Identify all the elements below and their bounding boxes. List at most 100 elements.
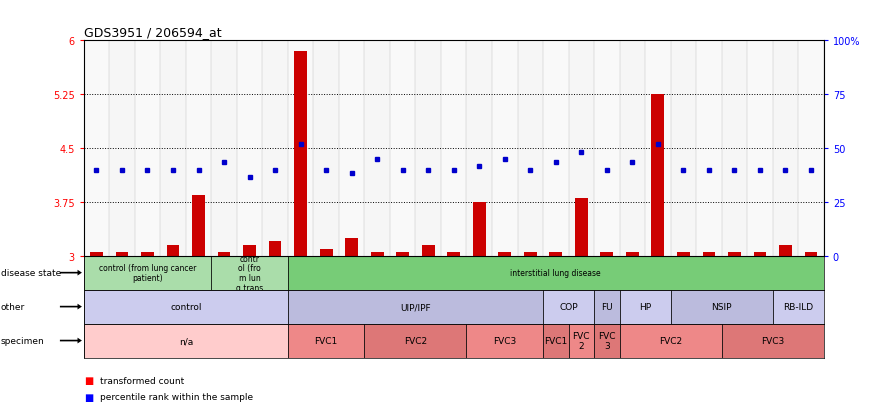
Bar (473, 202, 485, 256)
Bar (141, 252, 154, 256)
Bar (728, 252, 741, 256)
Bar (773, 290, 824, 324)
Bar (186, 41, 211, 256)
Bar (288, 290, 543, 324)
Bar (773, 41, 798, 256)
Text: FVC1: FVC1 (315, 336, 337, 345)
Text: disease state: disease state (1, 268, 61, 278)
Bar (670, 41, 696, 256)
Bar (645, 41, 670, 256)
Bar (243, 245, 256, 256)
Bar (448, 252, 460, 256)
Bar (492, 41, 517, 256)
Text: FVC2: FVC2 (659, 336, 682, 345)
Bar (269, 242, 281, 256)
Bar (651, 95, 664, 256)
Bar (192, 195, 205, 256)
Bar (365, 324, 466, 358)
Text: NSIP: NSIP (712, 302, 732, 311)
Bar (524, 252, 537, 256)
Bar (288, 41, 314, 256)
Text: transformed count: transformed count (100, 376, 184, 385)
Bar (218, 252, 231, 256)
Bar (422, 245, 434, 256)
Bar (288, 256, 824, 290)
Bar (499, 252, 511, 256)
Bar (568, 41, 594, 256)
Bar (396, 252, 409, 256)
Bar (779, 245, 792, 256)
Bar (670, 290, 773, 324)
Bar (345, 238, 358, 256)
Text: other: other (1, 302, 26, 311)
Bar (371, 252, 383, 256)
Text: ■: ■ (84, 375, 93, 385)
Text: FVC3: FVC3 (493, 336, 516, 345)
Bar (575, 199, 588, 256)
Bar (294, 52, 307, 256)
Text: HP: HP (639, 302, 651, 311)
Bar (263, 41, 288, 256)
Text: FVC1: FVC1 (544, 336, 567, 345)
Bar (211, 41, 237, 256)
Bar (84, 290, 288, 324)
Text: UIP/IPF: UIP/IPF (400, 302, 431, 311)
Bar (550, 252, 562, 256)
Bar (543, 41, 568, 256)
Text: FVC
3: FVC 3 (598, 331, 616, 350)
Bar (211, 256, 288, 290)
Text: RB-ILD: RB-ILD (783, 302, 813, 311)
Bar (109, 41, 135, 256)
Bar (543, 290, 594, 324)
Text: specimen: specimen (1, 336, 45, 345)
Bar (619, 324, 722, 358)
Bar (601, 252, 613, 256)
Bar (804, 252, 818, 256)
Bar (798, 41, 824, 256)
Bar (594, 324, 619, 358)
Bar (167, 245, 180, 256)
Text: GDS3951 / 206594_at: GDS3951 / 206594_at (84, 26, 221, 39)
Text: control (from lung cancer
patient): control (from lung cancer patient) (99, 263, 196, 282)
Bar (90, 252, 103, 256)
Bar (619, 41, 645, 256)
Text: n/a: n/a (179, 336, 193, 345)
Bar (466, 41, 492, 256)
Bar (747, 41, 773, 256)
Bar (594, 41, 619, 256)
Text: contr
ol (fro
m lun
g trans: contr ol (fro m lun g trans (236, 254, 263, 292)
Bar (466, 324, 543, 358)
Bar (339, 41, 365, 256)
Bar (568, 324, 594, 358)
Text: ■: ■ (84, 392, 93, 402)
Text: FVC
2: FVC 2 (573, 331, 590, 350)
Bar (135, 41, 160, 256)
Bar (696, 41, 722, 256)
Bar (237, 41, 263, 256)
Text: COP: COP (559, 302, 578, 311)
Bar (543, 324, 568, 358)
Bar (314, 41, 339, 256)
Bar (416, 41, 441, 256)
Bar (722, 41, 747, 256)
Bar (84, 324, 288, 358)
Bar (517, 41, 543, 256)
Bar (441, 41, 466, 256)
Bar (753, 252, 766, 256)
Text: interstitial lung disease: interstitial lung disease (510, 268, 601, 278)
Text: FU: FU (601, 302, 612, 311)
Bar (677, 252, 690, 256)
Text: FVC3: FVC3 (761, 336, 784, 345)
Bar (84, 41, 109, 256)
Bar (160, 41, 186, 256)
Bar (619, 290, 670, 324)
Bar (84, 256, 211, 290)
Bar (390, 41, 416, 256)
Text: percentile rank within the sample: percentile rank within the sample (100, 392, 253, 401)
Bar (594, 290, 619, 324)
Bar (320, 249, 332, 256)
Text: control: control (170, 302, 202, 311)
Bar (626, 252, 639, 256)
Bar (288, 324, 365, 358)
Bar (365, 41, 390, 256)
